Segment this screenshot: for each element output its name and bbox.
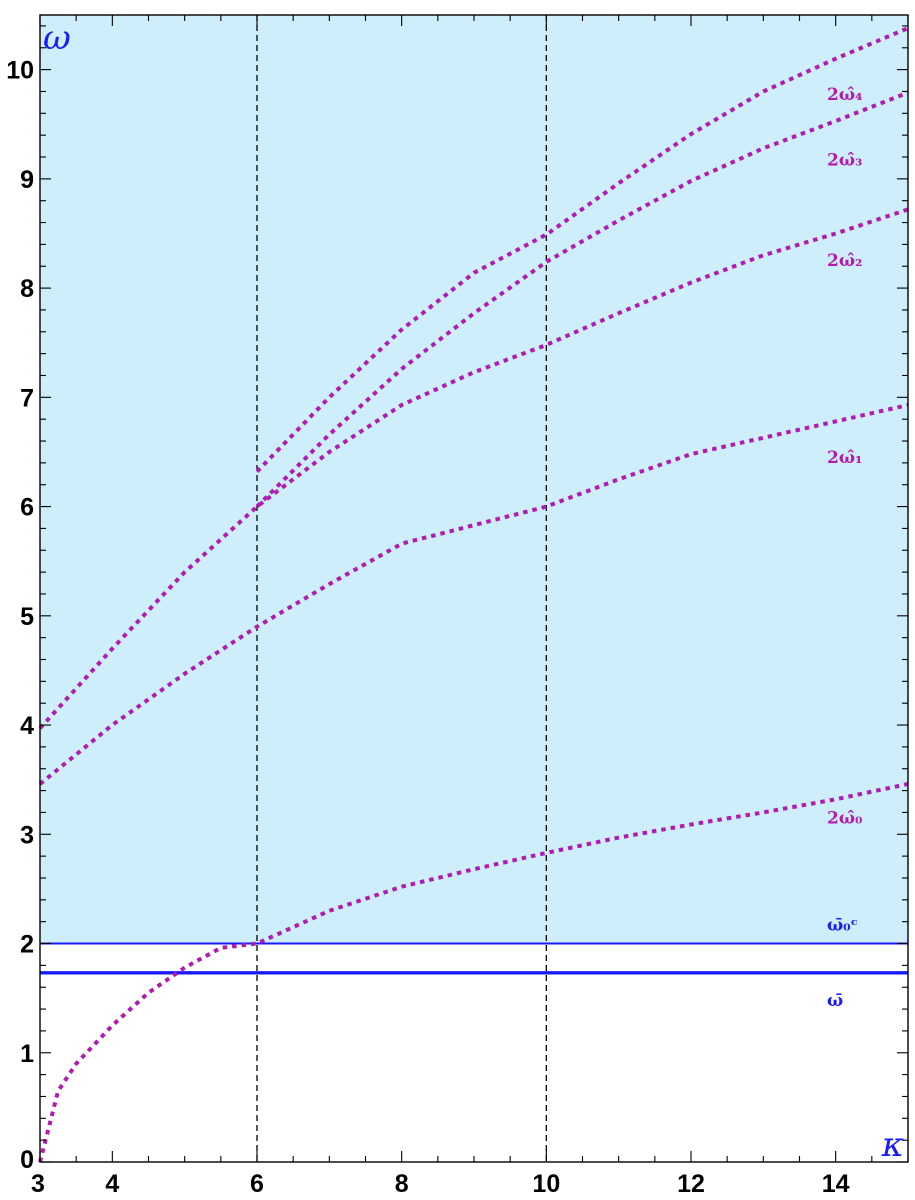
series-labels: 2ω̂₀ 2ω̂₁ 2ω̂₂ 2ω̂₃ 2ω̂₄ ω̄₀ᶜ ω̄ — [827, 85, 862, 1011]
x-tick-label: 10 — [532, 1170, 560, 1198]
y-tick-label: 0 — [20, 1146, 34, 1174]
series-line-2 — [38, 207, 909, 730]
y-tick-label: 10 — [6, 57, 34, 85]
x-tick-label: 8 — [395, 1170, 409, 1198]
y-axis-label: ω — [43, 18, 71, 58]
series-line-1 — [38, 403, 909, 786]
series-label-0: 2ω̂₀ — [827, 808, 862, 828]
x-tick-label: 14 — [822, 1170, 850, 1198]
series-label-3: 2ω̂₃ — [827, 151, 862, 171]
series-label-1: 2ω̂₁ — [827, 448, 862, 468]
x-tick-label: 4 — [105, 1170, 119, 1198]
x-tick-label: 12 — [677, 1170, 705, 1198]
series-label-2: 2ω̂₂ — [827, 251, 862, 271]
reference-line-label-0: ω̄₀ᶜ — [827, 915, 858, 935]
y-tick-label: 9 — [20, 166, 34, 194]
plot-area — [38, 15, 909, 1163]
y-tick-label: 7 — [20, 384, 34, 412]
y-tick-label: 6 — [20, 494, 34, 522]
y-tick-label: 3 — [20, 821, 34, 849]
reference-line-label-1: ω̄ — [827, 991, 843, 1011]
y-tick-label: 2 — [20, 931, 34, 959]
series-line-4 — [255, 26, 909, 473]
tick-marks — [39, 15, 909, 1163]
y-tick-label: 4 — [20, 712, 34, 740]
y-tick-label: 5 — [20, 603, 34, 631]
x-axis-label: κ — [881, 1125, 904, 1165]
series-line-3 — [255, 90, 909, 509]
series-label-4: 2ω̂₄ — [827, 85, 862, 105]
x-tick-label: 3 — [31, 1170, 45, 1198]
y-tick-label: 1 — [20, 1040, 34, 1068]
x-tick-label: 6 — [250, 1170, 264, 1198]
shaded-region — [40, 15, 908, 944]
y-tick-label: 8 — [20, 275, 34, 303]
